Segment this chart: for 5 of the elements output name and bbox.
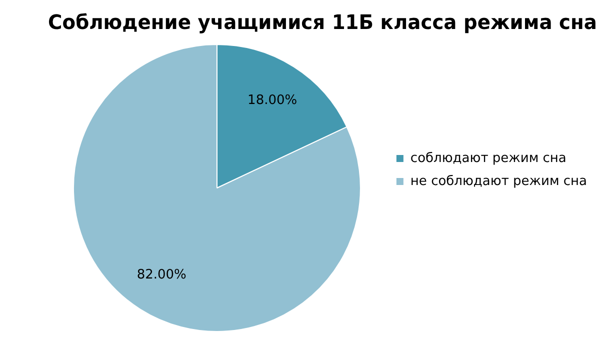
data-label: 18.00% [248,93,298,108]
legend-label: соблюдают режим сна [410,150,566,166]
legend-label: не соблюдают режим сна [410,174,588,189]
data-label: 82.00% [136,268,186,283]
chart-title: Соблюдение учащимися 11Б класса режима сна [48,10,597,34]
